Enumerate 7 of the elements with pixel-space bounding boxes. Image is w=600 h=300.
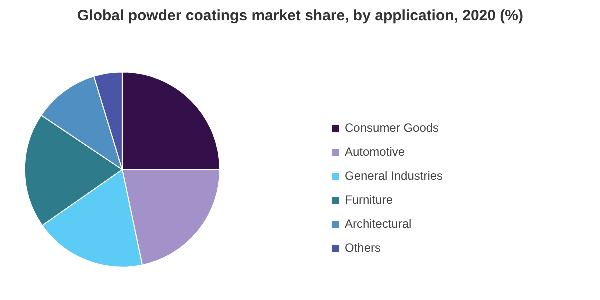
legend-label: Others (345, 241, 382, 255)
legend-label: Consumer Goods (345, 121, 440, 135)
legend-label: General Industries (345, 169, 444, 183)
legend-label: Architectural (345, 217, 412, 231)
legend-label: Furniture (345, 193, 394, 207)
legend-label: Automotive (345, 145, 406, 159)
chart-title: Global powder coatings market share, by application, 2020 (%) (78, 8, 524, 24)
